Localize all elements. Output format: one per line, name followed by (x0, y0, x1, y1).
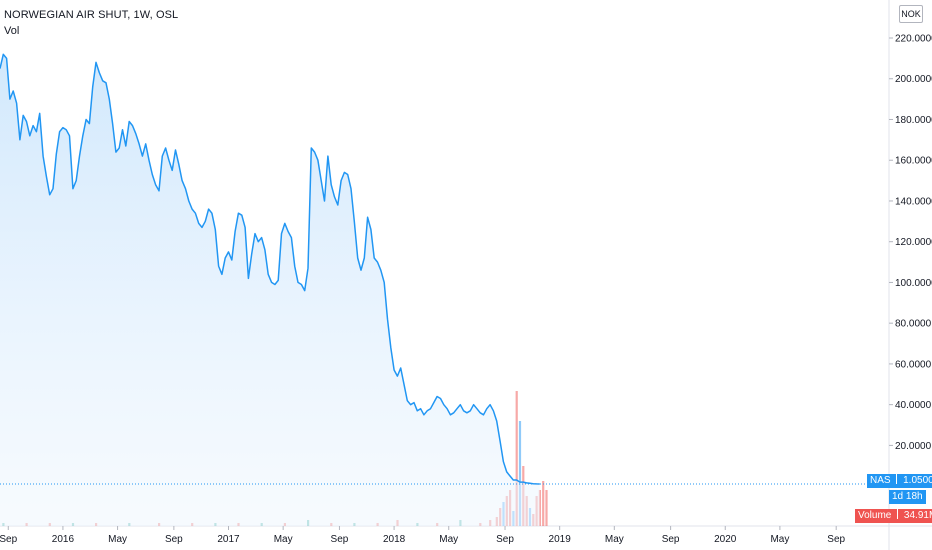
volume-indicator-label[interactable]: Vol (4, 25, 20, 37)
volume-bar (542, 481, 545, 526)
y-tick-label: 120.0000 (895, 237, 932, 248)
volume-bar (545, 490, 548, 526)
x-tick-label: Sep (662, 534, 680, 545)
x-tick-label: Sep (827, 534, 845, 545)
y-tick-label: 180.0000 (895, 115, 932, 126)
y-tick-label: 40.0000 (895, 400, 932, 411)
x-tick-label: May (108, 534, 127, 545)
x-tick-label: 2020 (714, 534, 737, 545)
volume-name: Volume (858, 510, 892, 521)
x-tick-label: 2017 (217, 534, 240, 545)
x-tick-label: May (274, 534, 293, 545)
x-tick-label: 2019 (549, 534, 572, 545)
volume-bar (515, 391, 518, 526)
volume-tag: Volume 34.91M (855, 509, 932, 523)
y-tick-label: 160.0000 (895, 156, 932, 167)
x-tick-label: Sep (496, 534, 514, 545)
price-line (0, 53, 540, 485)
volume-value: 34.91M (903, 510, 932, 521)
last-price-value: 1.0500 (903, 475, 932, 486)
y-tick-label: 140.0000 (895, 196, 932, 207)
y-tick-label: 20.0000 (895, 441, 932, 452)
price-axis-ticks[interactable]: 220.0000 200.0000 180.0000 160.0000 140.0000… (889, 34, 932, 452)
y-tick-label: 200.0000 (895, 74, 932, 85)
y-tick-label: 60.0000 (895, 359, 932, 370)
x-tick-label: Sep (331, 534, 349, 545)
time-axis-ticks[interactable]: Sep 2016 May Sep 2017 May Sep 2018 May Sep 2019 May… (0, 526, 846, 545)
x-tick-label: Sep (165, 534, 183, 545)
tag-divider (897, 509, 899, 519)
last-price-tag: NAS 1.0500 (867, 474, 932, 488)
x-tick-label: May (439, 534, 458, 545)
currency-button[interactable]: NOK (899, 5, 923, 23)
y-tick-label: 80.0000 (895, 319, 932, 330)
bar-countdown-tag: 1d 18h (889, 490, 926, 504)
price-area-fill (0, 54, 540, 527)
chart-title: NORWEGIAN AIR SHUT, 1W, OSL (4, 9, 179, 21)
volume-bar (518, 421, 522, 526)
tag-divider (896, 474, 898, 484)
x-tick-label: May (605, 534, 624, 545)
x-tick-label: 2016 (52, 534, 75, 545)
y-tick-label: 220.0000 (895, 34, 932, 45)
x-tick-label: 2018 (383, 534, 406, 545)
volume-bar (538, 490, 541, 526)
x-tick-label: Sep (0, 534, 18, 545)
symbol-label: NAS (870, 475, 891, 486)
y-tick-label: 100.0000 (895, 278, 932, 289)
x-tick-label: May (770, 534, 789, 545)
